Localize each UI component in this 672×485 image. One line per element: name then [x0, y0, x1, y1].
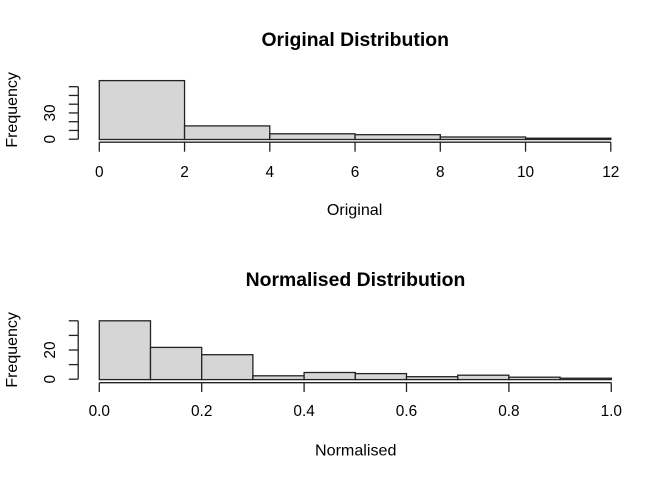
svg-text:20: 20 — [42, 341, 59, 358]
svg-text:4: 4 — [266, 164, 275, 181]
svg-text:Frequency: Frequency — [4, 72, 21, 148]
svg-text:12: 12 — [602, 164, 619, 181]
svg-text:0: 0 — [95, 164, 104, 181]
svg-text:1.0: 1.0 — [601, 403, 622, 420]
svg-text:Normalised: Normalised — [315, 442, 396, 460]
svg-text:0.0: 0.0 — [89, 403, 110, 420]
svg-text:8: 8 — [436, 164, 445, 181]
svg-text:0.4: 0.4 — [293, 403, 315, 420]
svg-text:6: 6 — [351, 164, 360, 181]
svg-text:10: 10 — [517, 164, 534, 181]
svg-text:Frequency: Frequency — [4, 312, 21, 388]
svg-text:0.6: 0.6 — [396, 403, 417, 420]
svg-text:2: 2 — [180, 164, 189, 181]
svg-text:0.2: 0.2 — [191, 403, 212, 420]
svg-text:Original Distribution: Original Distribution — [261, 29, 448, 51]
svg-text:0.8: 0.8 — [498, 403, 519, 420]
svg-text:0: 0 — [42, 135, 59, 144]
svg-text:0: 0 — [42, 375, 59, 384]
svg-text:Original: Original — [327, 201, 382, 219]
svg-text:30: 30 — [42, 104, 59, 121]
svg-text:Normalised Distribution: Normalised Distribution — [246, 269, 466, 291]
